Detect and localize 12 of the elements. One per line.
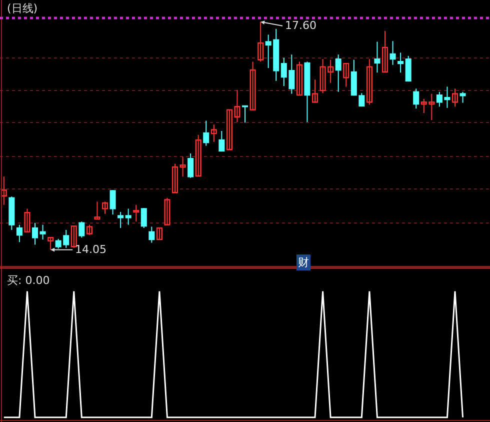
candlestick: [133, 204, 140, 222]
annotation: 17.60: [285, 19, 316, 32]
candlestick: [48, 237, 54, 250]
annotation: 财: [298, 256, 309, 269]
candlestick: [460, 91, 466, 104]
candlestick: [40, 224, 46, 240]
candlestick: [156, 227, 162, 240]
candlestick: [118, 211, 124, 228]
annotation: 14.05: [75, 243, 106, 256]
candlestick: [125, 208, 132, 226]
chart-title: 买: 0.00: [7, 274, 50, 287]
chart-title: (日线): [7, 2, 38, 15]
